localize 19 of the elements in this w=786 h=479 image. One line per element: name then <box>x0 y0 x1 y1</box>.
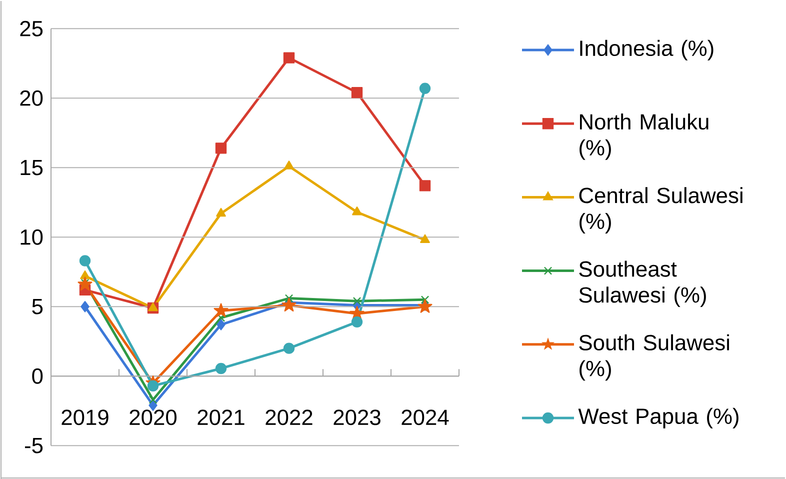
legend-label: Central Sulawesi (%) <box>579 186 742 234</box>
x-tick-label: 2019 <box>62 409 108 425</box>
legend-label: North Maluku (%) <box>580 113 708 160</box>
y-tick-label: 5 <box>32 298 43 314</box>
y-tick-label: -5 <box>24 438 43 454</box>
legend-label: South Sulawesi (%) <box>579 334 729 380</box>
legend-label: Southeast Sulawesi (%) <box>579 260 706 307</box>
legend-label: Indonesia (%) <box>580 40 714 60</box>
x-tick-label: 2021 <box>198 409 244 425</box>
x-tick-label: 2023 <box>334 409 380 425</box>
y-tick-label: 20 <box>20 90 43 106</box>
legend-label: West Papua (%) <box>578 408 738 428</box>
x-tick-label: 2024 <box>402 409 449 425</box>
y-tick-label: 10 <box>20 229 43 245</box>
x-tick-label: 2022 <box>266 409 312 425</box>
x-tick-label: 2020 <box>130 409 177 425</box>
y-tick-label: 15 <box>20 160 43 176</box>
y-tick-label: 0 <box>32 368 43 384</box>
y-tick-label: 25 <box>20 20 43 36</box>
